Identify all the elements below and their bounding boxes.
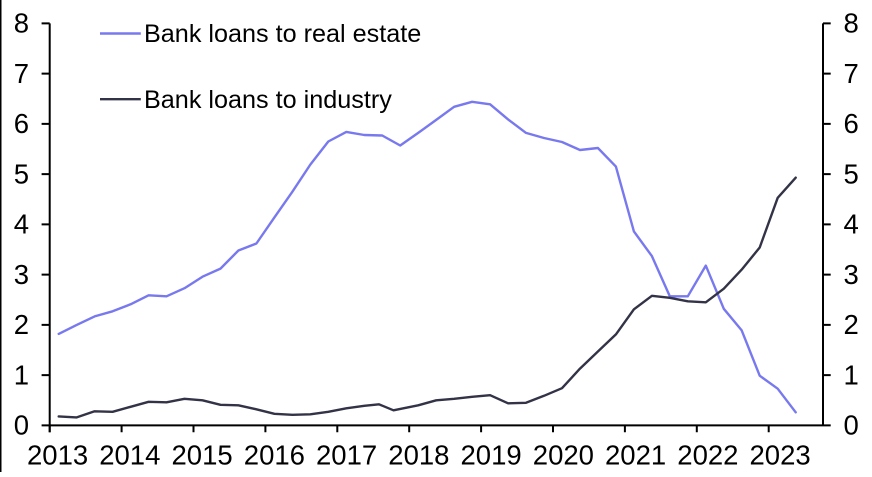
svg-text:7: 7 <box>844 58 859 89</box>
svg-text:4: 4 <box>14 209 29 240</box>
svg-text:2018: 2018 <box>388 440 449 471</box>
svg-text:2016: 2016 <box>244 440 305 471</box>
svg-text:8: 8 <box>844 8 859 39</box>
svg-text:2019: 2019 <box>461 440 522 471</box>
svg-text:5: 5 <box>844 158 859 189</box>
svg-text:2017: 2017 <box>316 440 377 471</box>
svg-text:8: 8 <box>14 8 29 39</box>
svg-text:2: 2 <box>844 309 859 340</box>
svg-text:4: 4 <box>844 209 859 240</box>
svg-text:3: 3 <box>844 259 859 290</box>
svg-text:6: 6 <box>844 108 859 139</box>
svg-text:2: 2 <box>14 309 29 340</box>
svg-text:2023: 2023 <box>750 440 811 471</box>
svg-text:2022: 2022 <box>677 440 738 471</box>
svg-text:Bank loans to industry: Bank loans to industry <box>144 86 392 114</box>
svg-text:Bank loans to real estate: Bank loans to real estate <box>144 20 421 48</box>
svg-text:7: 7 <box>14 58 29 89</box>
svg-text:2021: 2021 <box>605 440 666 471</box>
svg-text:0: 0 <box>14 410 29 441</box>
svg-text:2013: 2013 <box>27 440 88 471</box>
svg-text:0: 0 <box>844 410 859 441</box>
svg-text:3: 3 <box>14 259 29 290</box>
svg-text:1: 1 <box>844 359 859 390</box>
svg-text:2014: 2014 <box>99 440 160 471</box>
svg-text:6: 6 <box>14 108 29 139</box>
svg-text:2020: 2020 <box>533 440 594 471</box>
svg-text:5: 5 <box>14 158 29 189</box>
svg-text:1: 1 <box>14 359 29 390</box>
svg-text:2015: 2015 <box>172 440 233 471</box>
